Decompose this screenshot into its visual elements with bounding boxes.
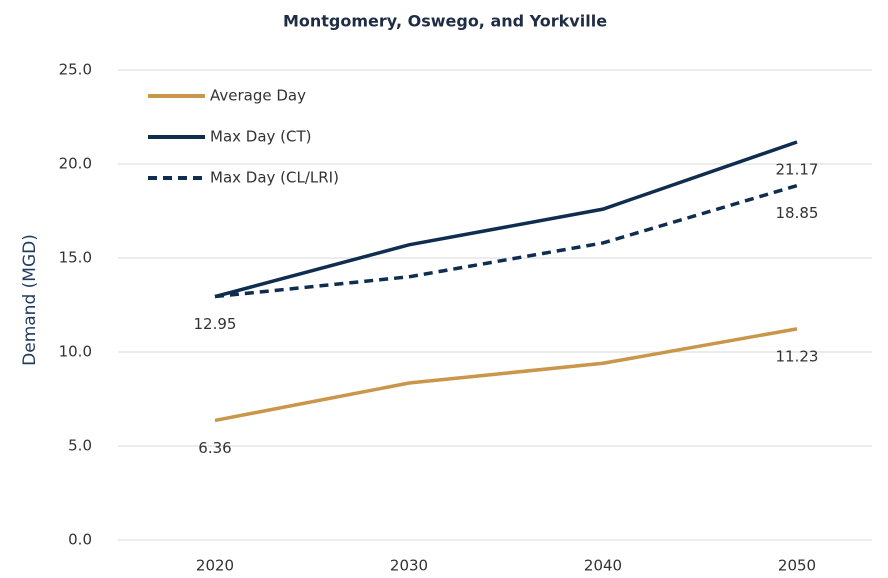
x-tick-label: 2040 — [584, 557, 622, 575]
data-label: 6.36 — [198, 439, 231, 457]
series-line — [214, 327, 798, 423]
x-tick-label: 2020 — [196, 557, 234, 575]
chart-title: Montgomery, Oswego, and Yorkville — [283, 12, 607, 31]
series-line — [214, 183, 798, 299]
series-line — [214, 140, 798, 299]
y-tick-label: 20.0 — [59, 155, 92, 173]
y-tick-label: 0.0 — [68, 531, 92, 549]
y-tick-label: 10.0 — [59, 343, 92, 361]
legend-label: Max Day (CL/LRI) — [210, 169, 339, 187]
data-label: 21.17 — [776, 161, 819, 179]
legend-label: Average Day — [210, 87, 306, 105]
legend-label: Max Day (CT) — [210, 128, 312, 146]
x-tick-label: 2030 — [390, 557, 428, 575]
data-label: 11.23 — [776, 347, 819, 365]
y-tick-label: 25.0 — [59, 61, 92, 79]
y-tick-label: 5.0 — [68, 437, 92, 455]
x-tick-label: 2050 — [778, 557, 816, 575]
y-axis-label: Demand (MGD) — [20, 234, 40, 366]
data-label: 18.85 — [776, 204, 819, 222]
data-label: 12.95 — [194, 315, 237, 333]
y-tick-label: 15.0 — [59, 249, 92, 267]
